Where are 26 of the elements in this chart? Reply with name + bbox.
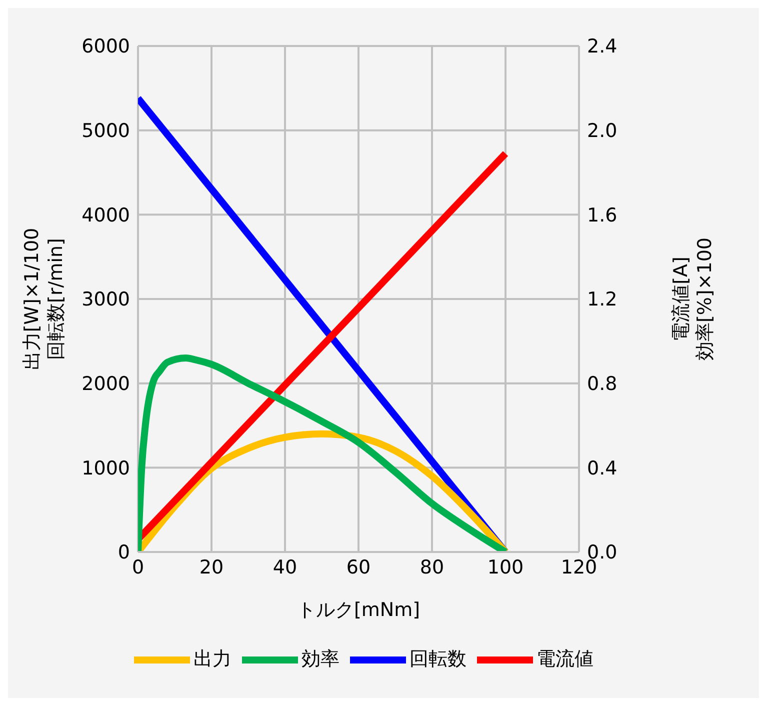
y-tick-label: 1000 (82, 457, 130, 480)
y2-tick-label: 1.6 (587, 204, 618, 226)
legend-label: 電流値 (536, 648, 594, 670)
y-tick-label: 4000 (82, 204, 130, 226)
x-tick-label: 100 (487, 556, 524, 578)
y2-tick-label: 0.8 (587, 373, 618, 396)
y2-tick-label: 1.2 (587, 288, 618, 311)
y2-tick-label: 2.4 (587, 36, 618, 58)
legend-label: 回転数 (410, 648, 466, 670)
x-tick-label: 80 (420, 556, 444, 578)
y-tick-label: 6000 (82, 36, 130, 58)
x-tick-label: 60 (346, 556, 371, 578)
legend-label: 効率 (302, 648, 340, 670)
y-tick-label: 2000 (82, 373, 130, 396)
x-tick-label: 0 (132, 556, 144, 578)
x-tick-label: 20 (199, 556, 224, 578)
y-tick-label: 3000 (82, 288, 130, 311)
y2-axis-title: 電流値[A] 効率[%]×100 (670, 237, 716, 361)
x-tick-label: 40 (272, 556, 298, 578)
x-axis-title: トルク[mNm] (296, 599, 420, 621)
y-tick-label: 5000 (82, 120, 130, 142)
legend-label: 出力 (194, 648, 232, 670)
y2-tick-label: 0.4 (587, 457, 618, 480)
y2-tick-label: 2.0 (587, 120, 618, 142)
y-tick-label: 0 (118, 542, 130, 564)
y-axis-title: 出力[W]×1/100 回転数[r/min] (21, 228, 67, 370)
